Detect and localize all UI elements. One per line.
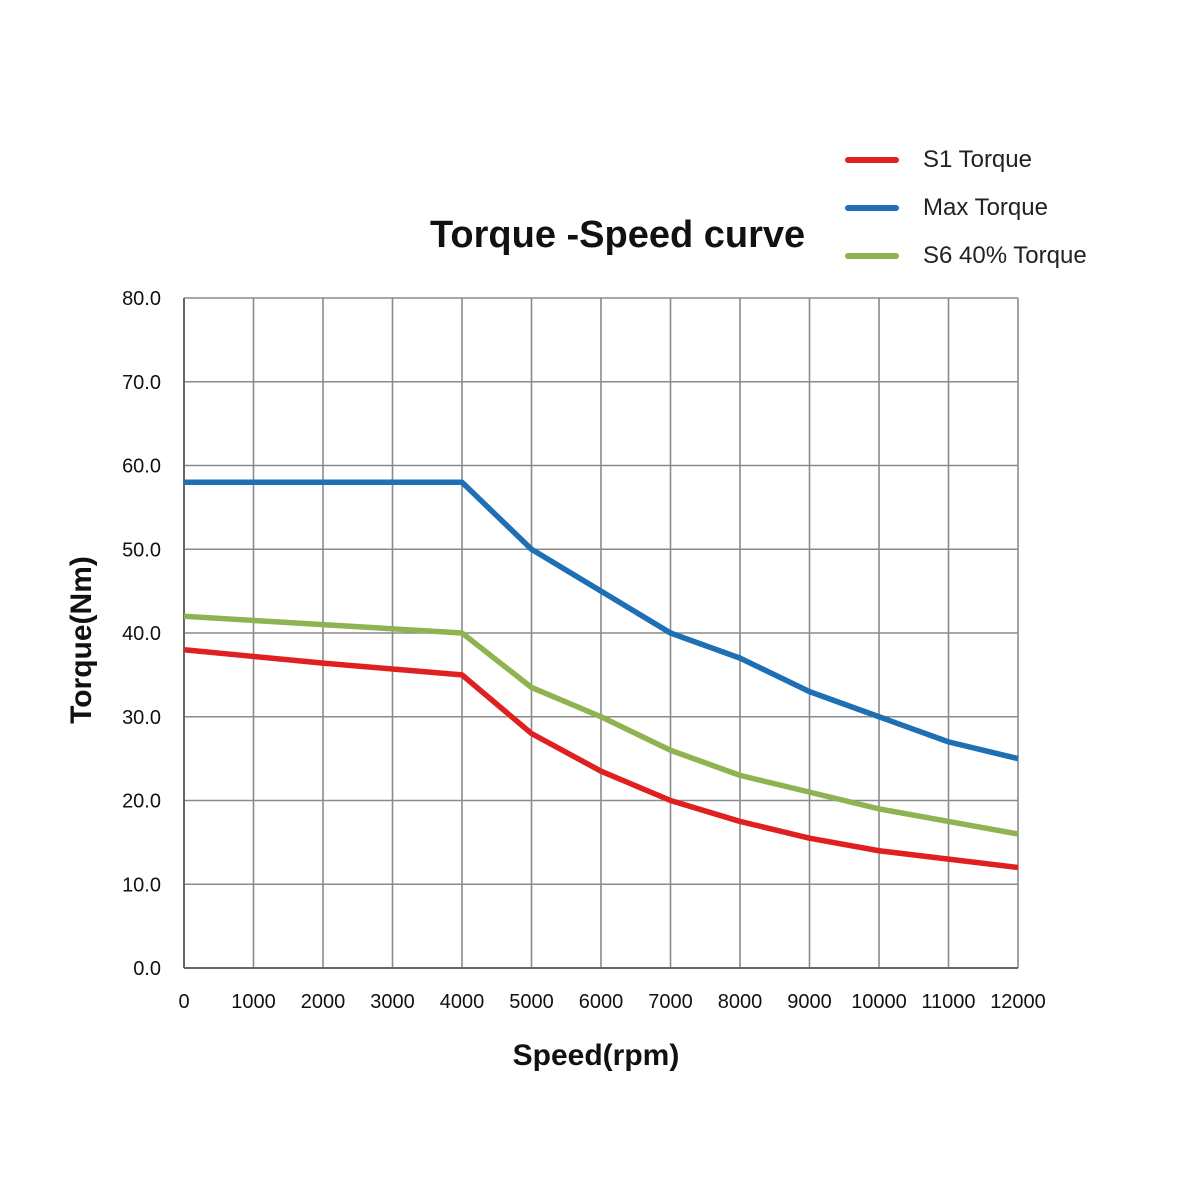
legend-label-s6: S6 40% Torque xyxy=(923,242,1087,269)
y-tick-label: 50.0 xyxy=(122,539,161,561)
legend-label-s1: S1 Torque xyxy=(923,146,1032,173)
x-tick-label: 1000 xyxy=(231,991,276,1013)
y-tick-label: 30.0 xyxy=(122,707,161,729)
series-line-s1-torque xyxy=(183,647,1019,871)
y-tick-label: 10.0 xyxy=(122,874,161,896)
legend-swatch-max xyxy=(845,205,899,211)
legend-swatch-s6 xyxy=(845,253,899,259)
x-axis-label: Speed(rpm) xyxy=(512,1039,680,1072)
legend-item-max: Max Torque xyxy=(845,184,1087,232)
x-tick-label: 9000 xyxy=(787,991,832,1013)
x-tick-label: 5000 xyxy=(509,991,554,1013)
x-tick-label: 10000 xyxy=(851,991,907,1013)
x-tick-label: 0 xyxy=(178,991,189,1013)
y-tick-label: 40.0 xyxy=(122,623,161,645)
y-tick-label: 0.0 xyxy=(133,958,161,980)
x-tick-label: 6000 xyxy=(579,991,624,1013)
series-line-max-torque xyxy=(184,479,1019,762)
y-tick-label: 80.0 xyxy=(122,288,161,310)
legend-label-max: Max Torque xyxy=(923,194,1048,221)
x-tick-label: 2000 xyxy=(301,991,346,1013)
x-tick-label: 11000 xyxy=(921,991,975,1013)
x-tick-label: 3000 xyxy=(370,991,415,1013)
y-tick-label: 20.0 xyxy=(122,791,161,813)
legend-item-s6: S6 40% Torque xyxy=(845,232,1087,280)
x-tick-label: 7000 xyxy=(648,991,693,1013)
chart-title: Torque -Speed curve xyxy=(430,214,806,256)
legend-swatch-s1 xyxy=(845,157,899,163)
y-tick-label: 70.0 xyxy=(122,372,161,394)
x-tick-label: 8000 xyxy=(718,991,763,1013)
series-line-s6-torque xyxy=(183,613,1019,837)
x-tick-label: 12000 xyxy=(990,991,1046,1013)
legend: S1 Torque Max Torque S6 40% Torque xyxy=(845,136,1087,280)
legend-item-s1: S1 Torque xyxy=(845,136,1087,184)
y-tick-label: 60.0 xyxy=(122,456,161,478)
x-tick-label: 4000 xyxy=(440,991,485,1013)
